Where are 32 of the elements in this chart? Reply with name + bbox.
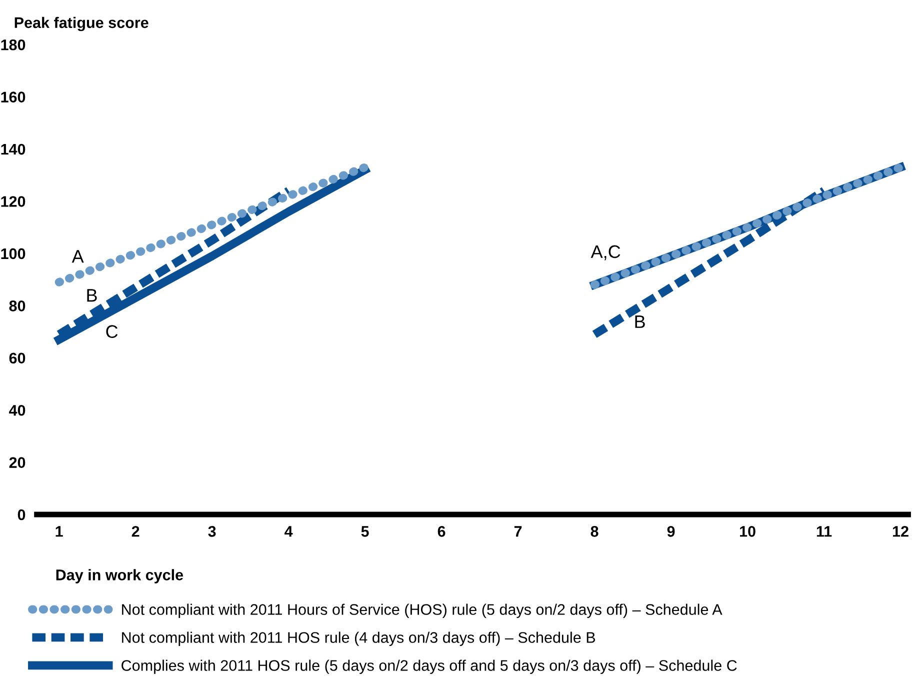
annotation: B <box>635 315 645 328</box>
x-tick-label: 10 <box>740 526 756 537</box>
y-tick-label: 160 <box>1 92 26 102</box>
y-tick-label: 40 <box>9 404 26 416</box>
x-axis-title: Day in work cycle <box>56 569 184 584</box>
annotation: B <box>87 289 97 302</box>
x-tick-label: 1 <box>56 526 63 537</box>
x-tick-label: 3 <box>208 526 216 537</box>
x-tick-label: 4 <box>284 526 293 537</box>
x-tick-label: 8 <box>590 526 598 537</box>
x-tick-label: 5 <box>361 526 369 537</box>
x-tick-label: 9 <box>667 526 675 537</box>
y-tick-label: 100 <box>1 248 26 260</box>
y-tick-label: 20 <box>9 457 26 468</box>
y-tick-label: 0 <box>18 509 26 520</box>
y-tick-label: 180 <box>1 39 26 50</box>
y-tick-label: 120 <box>1 196 26 207</box>
annotation: C <box>106 325 118 338</box>
y-tick-label: 140 <box>1 144 26 155</box>
x-tick-label: 12 <box>892 526 908 537</box>
legend-label: Complies with 2011 HOS rule (5 days on/2 days off and 5 days on/3 days off) – Schedule C <box>122 660 737 674</box>
legend-label: Not compliant with 2011 Hours of Service (HOS) rule (5 days on/2 days off) – Schedule A <box>122 604 722 618</box>
y-axis-title: Peak fatigue score <box>14 16 148 32</box>
y-tick-label: 80 <box>9 300 26 312</box>
annotation: A,C <box>590 245 620 260</box>
y-tick-label: 60 <box>9 352 26 364</box>
annotation: A <box>72 250 84 263</box>
x-tick-label: 6 <box>438 526 446 537</box>
x-tick-label: 2 <box>132 526 140 537</box>
legend-label: Not compliant with 2011 HOS rule (4 days on/3 days off) – Schedule B <box>122 632 596 646</box>
x-tick-label: 11 <box>816 526 832 537</box>
x-tick-label: 7 <box>514 526 522 537</box>
